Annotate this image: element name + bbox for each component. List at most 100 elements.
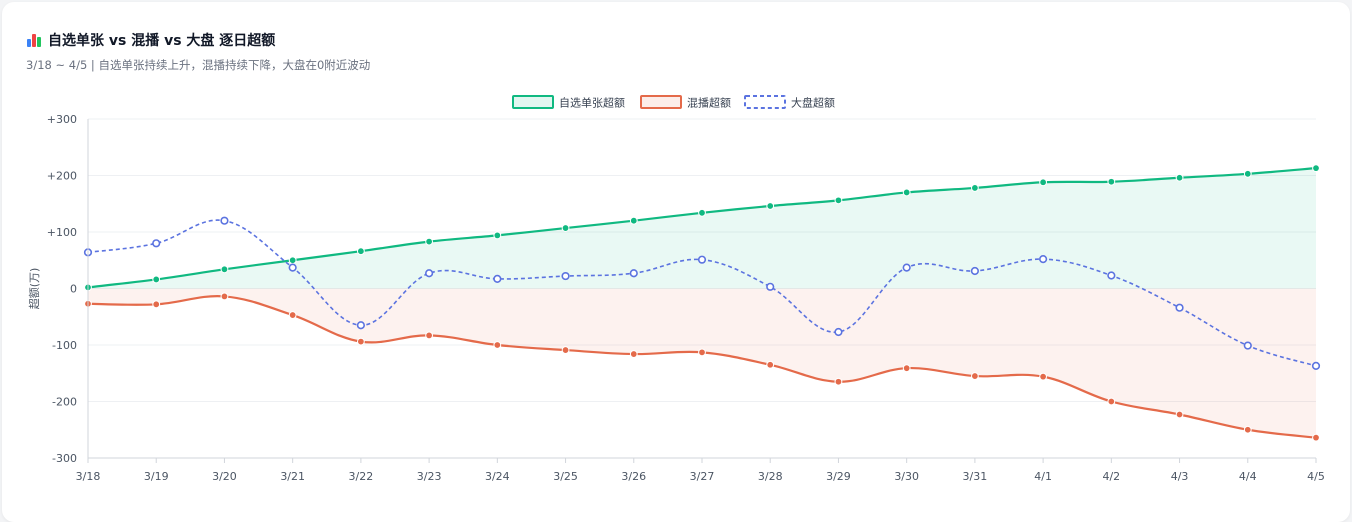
x-tick-label: 4/3 bbox=[1171, 470, 1189, 483]
legend-label: 大盘超额 bbox=[791, 96, 835, 110]
x-tick-label: 3/19 bbox=[144, 470, 169, 483]
data-point bbox=[425, 331, 434, 340]
data-point bbox=[766, 282, 775, 291]
data-point bbox=[766, 202, 775, 210]
data-point bbox=[834, 196, 843, 205]
data-point bbox=[1039, 178, 1048, 187]
excess-line-chart: +300 +200 +100 0 -100 -200 -300 3/18 3/19 3/20 3/2… bbox=[27, 95, 1325, 483]
y-tick-label: 0 bbox=[70, 283, 77, 296]
x-tick-label: 3/27 bbox=[690, 470, 715, 483]
y-tick-label: +200 bbox=[47, 170, 77, 183]
series-area-fill bbox=[88, 288, 1316, 438]
x-tick-label: 3/18 bbox=[76, 470, 101, 483]
y-tick-label: -200 bbox=[52, 396, 77, 409]
x-tick-label: 3/24 bbox=[485, 470, 510, 483]
data-point bbox=[629, 216, 638, 225]
x-tick-label: 4/2 bbox=[1102, 470, 1120, 483]
x-tick-label: 3/28 bbox=[758, 470, 783, 483]
legend-item[interactable]: 混播超额 bbox=[640, 95, 731, 110]
data-point bbox=[902, 364, 911, 373]
data-point bbox=[902, 263, 911, 272]
y-tick-label: +100 bbox=[47, 226, 77, 239]
data-point bbox=[425, 269, 434, 278]
data-point bbox=[1107, 271, 1116, 280]
x-tick-label: 3/21 bbox=[280, 470, 305, 483]
y-axis-title: 超额(万) bbox=[27, 268, 41, 310]
data-point bbox=[220, 216, 229, 225]
legend-swatch bbox=[512, 95, 554, 109]
bar-chart-icon bbox=[26, 32, 42, 48]
data-point bbox=[561, 271, 570, 281]
x-tick-label: 4/1 bbox=[1034, 470, 1052, 483]
x-tick-label: 3/22 bbox=[349, 470, 374, 483]
x-tick-label: 3/23 bbox=[417, 470, 442, 483]
y-tick-label: -100 bbox=[52, 339, 77, 352]
chart-subtitle: 3/18 ~ 4/5 | 自选单张持续上升，混播持续下降，大盘在0附近波动 bbox=[26, 58, 371, 72]
data-point bbox=[766, 360, 775, 369]
title-row: 自选单张 vs 混播 vs 大盘 逐日超额 bbox=[26, 30, 275, 50]
data-point bbox=[697, 255, 707, 264]
data-point bbox=[1243, 169, 1252, 178]
data-point bbox=[493, 341, 502, 349]
data-point bbox=[834, 327, 843, 337]
data-point bbox=[1312, 433, 1320, 442]
data-point bbox=[1039, 255, 1048, 264]
data-point bbox=[698, 348, 706, 357]
x-tick-label: 3/31 bbox=[963, 470, 988, 483]
area-fills bbox=[88, 168, 1316, 438]
data-point bbox=[220, 292, 229, 301]
x-tick-label: 4/5 bbox=[1307, 470, 1325, 483]
data-point bbox=[1175, 173, 1184, 182]
y-tick-label: -300 bbox=[52, 452, 77, 465]
legend[interactable]: 自选单张超额 混播超额 大盘超额 bbox=[512, 95, 835, 110]
data-point bbox=[1243, 425, 1252, 434]
legend-swatch bbox=[744, 95, 786, 109]
data-point bbox=[1107, 177, 1116, 186]
legend-label: 混播超额 bbox=[687, 96, 731, 110]
data-point bbox=[1107, 397, 1116, 406]
data-point bbox=[288, 256, 297, 265]
legend-swatch bbox=[640, 95, 682, 109]
x-tick-label: 3/20 bbox=[212, 470, 237, 483]
data-point bbox=[356, 321, 365, 330]
x-tick-label: 3/29 bbox=[826, 470, 851, 483]
data-point bbox=[288, 311, 297, 319]
data-point bbox=[698, 208, 706, 217]
data-point bbox=[493, 274, 502, 283]
data-point bbox=[629, 269, 638, 278]
data-point bbox=[220, 265, 229, 274]
data-point bbox=[1312, 164, 1320, 173]
data-point bbox=[356, 247, 365, 256]
data-point bbox=[152, 300, 161, 309]
data-point bbox=[1311, 361, 1321, 371]
series-area-fill bbox=[88, 168, 1316, 289]
data-point bbox=[834, 377, 843, 386]
data-point bbox=[1175, 303, 1184, 312]
legend-item[interactable]: 自选单张超额 bbox=[512, 95, 625, 110]
data-point bbox=[629, 350, 638, 358]
legend-item[interactable]: 大盘超额 bbox=[744, 95, 835, 110]
data-point bbox=[902, 188, 911, 197]
data-point bbox=[152, 275, 161, 284]
chart-title: 自选单张 vs 混播 vs 大盘 逐日超额 bbox=[48, 33, 276, 49]
data-point bbox=[425, 237, 434, 246]
legend-label: 自选单张超额 bbox=[559, 96, 625, 110]
data-point bbox=[970, 184, 979, 192]
x-tick-label: 3/26 bbox=[621, 470, 646, 483]
data-point bbox=[970, 266, 979, 276]
data-point bbox=[561, 346, 570, 354]
data-point bbox=[493, 231, 502, 240]
data-point bbox=[561, 224, 570, 232]
data-point bbox=[356, 337, 365, 346]
data-point bbox=[970, 372, 979, 380]
data-point bbox=[1243, 341, 1252, 350]
data-point bbox=[288, 263, 297, 272]
data-point bbox=[1175, 410, 1184, 419]
x-tick-label: 3/30 bbox=[894, 470, 919, 483]
x-tick-label: 3/25 bbox=[553, 470, 578, 483]
x-tick-label: 4/4 bbox=[1239, 470, 1257, 483]
y-tick-label: +300 bbox=[47, 113, 77, 126]
data-point bbox=[152, 239, 161, 248]
axes: +300 +200 +100 0 -100 -200 -300 3/18 3/19 3/20 3/2… bbox=[27, 113, 1325, 483]
data-point bbox=[1039, 372, 1048, 381]
